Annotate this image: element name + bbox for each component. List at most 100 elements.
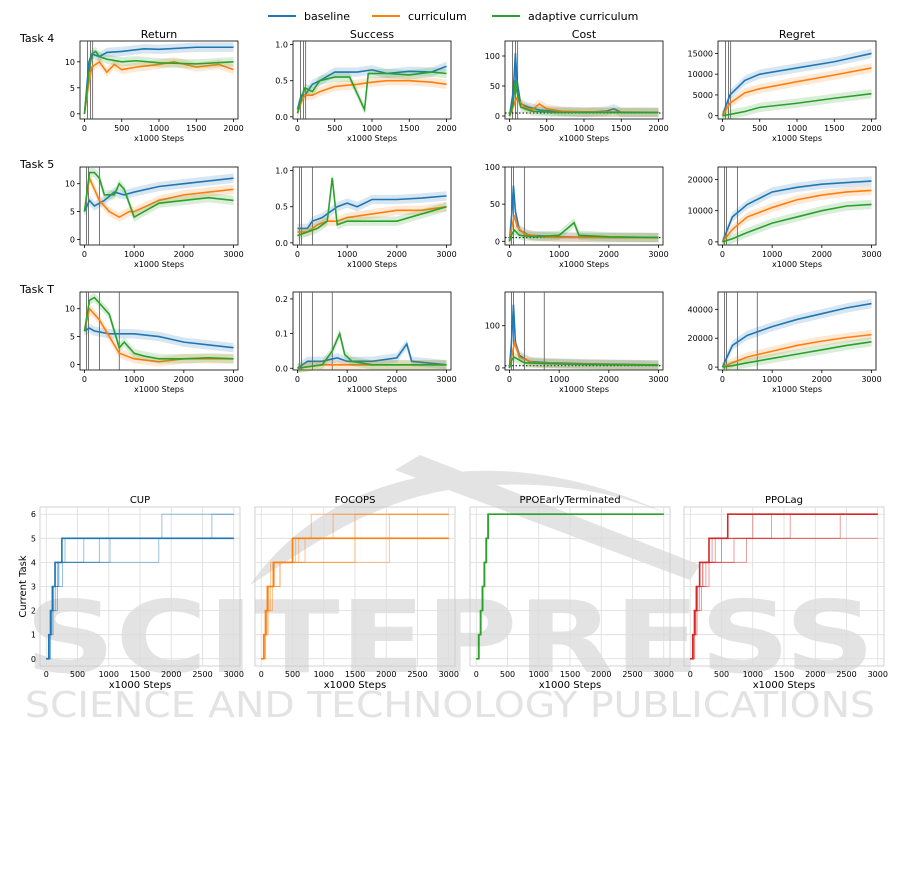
task-panel-ppoearlyterminated: PPOEarlyTerminated 0 500 1000 1500 2000 2500 30… [469,495,674,691]
col-title-cost: Cost [572,28,597,41]
band-curriculum [84,173,234,222]
ytick-label: 10 [65,180,75,189]
line-baseline [297,342,447,369]
line-curriculum [721,67,872,117]
task-grid-figure: Task 4 Task 5 Task T Return Success Cost Regre… [19,28,882,394]
task-xtick-label: 2500 [407,670,427,679]
xtick-label: 2000 [436,124,456,133]
xtick-label: 1000 [337,250,357,259]
task-run-line [476,513,664,660]
line-adaptive [83,171,234,219]
line-adaptive [722,341,872,368]
task-run-line [690,513,878,660]
ytick-label: 10 [65,305,75,314]
xtick-label: 3000 [436,375,456,384]
ytick-label: 0 [708,238,713,247]
panel-frame [292,291,452,371]
task-ytick-label: 2 [31,607,36,616]
xtick-label: 0 [720,250,725,259]
task-xtick-label: 2000 [805,670,825,679]
band-baseline [84,173,234,217]
band-baseline [722,176,872,247]
task-xtick-label: 1500 [560,670,580,679]
x-axis-label: x1000 Steps [559,385,609,394]
xtick-label: 1500 [611,124,631,133]
row-label-1: Task 4 [19,32,54,45]
ytick-label: 0 [495,112,500,121]
task-run-line [690,513,878,660]
band-adaptive [297,67,447,118]
xtick-label: 1500 [824,124,844,133]
x-axis-label: x1000 Steps [347,385,397,394]
panel-r2-c1: 0 5 10 0 1000 2000 3000 x1000 Steps [65,166,244,269]
task-run-line [690,513,878,660]
task-xtick-label: 1000 [314,670,334,679]
xtick-label: 2000 [599,250,619,259]
task-xtick-label: 2000 [161,670,181,679]
ytick-label: 100 [485,52,500,61]
ytick-label: 50 [490,200,500,209]
line-baseline [84,327,234,349]
panel-r3-c4: 0 20000 40000 0 1000 2000 3000 x1000 Steps [688,291,882,394]
ytick-label: 5 [70,333,75,342]
task-run-line [261,513,449,660]
task-x-axis-label: x1000 Steps [539,680,602,691]
line-baseline [721,302,872,368]
task-panel-ppolag: PPOLag 0 500 1000 1500 2000 2500 3000 x1000 Step… [683,495,888,691]
task-panel-focops: FOCOPS 0 500 1000 1500 2000 2500 3000 x1000 Step… [254,495,459,691]
xtick-label: 2000 [174,375,194,384]
xtick-label: 1000 [124,375,144,384]
task-run-line [261,537,449,660]
ytick-label: 0.5 [275,203,288,212]
xtick-label: 500 [327,124,342,133]
ytick-label: 100 [485,322,500,331]
watermark-title: SCITEPRESS [25,579,875,696]
task-run-line [261,513,449,660]
ytick-label: 5000 [693,91,713,100]
col-title-success: Success [350,28,395,41]
line-baseline [721,180,872,243]
task-ytick-label: 0 [31,655,36,664]
task-xtick-label: 1000 [529,670,549,679]
line-curriculum [721,189,872,243]
x-axis-label: x1000 Steps [772,385,822,394]
band-adaptive [722,199,872,247]
col-title-return: Return [141,28,178,41]
ytick-label: 0.0 [275,113,288,122]
band-curriculum [722,329,872,372]
ytick-label: 0.0 [275,239,288,248]
panel-frame [717,166,877,246]
task-run-line [690,537,878,660]
task-ytick-label: 5 [31,534,36,543]
watermark-subtitle: SCIENCE AND TECHNOLOGY PUBLICATIONS [25,685,875,726]
line-baseline [721,52,872,116]
task-xtick-label: 500 [500,670,515,679]
ytick-label: 1.0 [275,167,288,176]
task-panel-title: PPOEarlyTerminated [519,495,620,506]
xtick-label: 1000 [362,124,382,133]
task-run-line [46,537,234,660]
xtick-label: 0 [507,250,512,259]
xtick-label: 1000 [549,250,569,259]
task-x-axis-label: x1000 Steps [753,680,816,691]
xtick-label: 1000 [549,375,569,384]
task-xtick-label: 1000 [743,670,763,679]
task-panel-title: FOCOPS [335,495,376,506]
xtick-label: 2000 [812,375,832,384]
line-adaptive [722,92,872,117]
task-xtick-label: 3000 [654,670,674,679]
xtick-label: 3000 [223,375,243,384]
xtick-label: 0 [82,124,87,133]
ytick-label: 0 [495,237,500,246]
task-xtick-label: 2500 [622,670,642,679]
task-run-line [261,513,449,660]
xtick-label: 1000 [337,375,357,384]
xtick-label: 0 [720,375,725,384]
xtick-label: 3000 [648,250,668,259]
ytick-label: 10 [65,58,75,67]
band-baseline [509,180,659,246]
task-xtick-label: 0 [474,670,479,679]
task-xtick-label: 2500 [192,670,212,679]
